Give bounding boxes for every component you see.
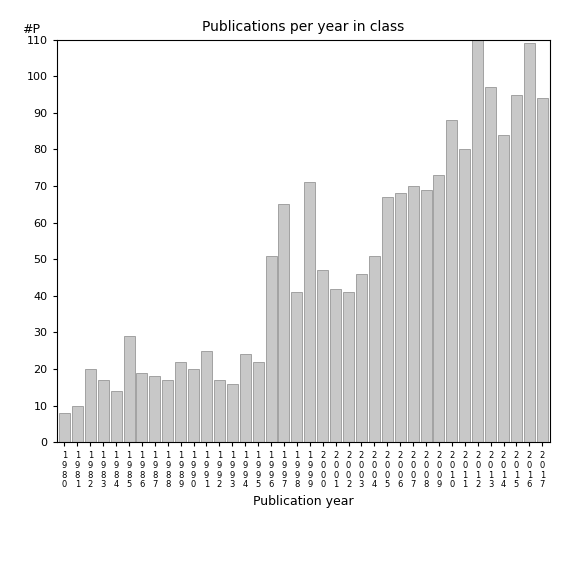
Bar: [446, 120, 458, 442]
Bar: [421, 190, 431, 442]
Bar: [330, 289, 341, 442]
Bar: [485, 87, 496, 442]
Bar: [408, 186, 418, 442]
Bar: [369, 256, 380, 442]
Bar: [124, 336, 134, 442]
Bar: [72, 405, 83, 442]
Bar: [304, 183, 315, 442]
Bar: [227, 384, 238, 442]
Bar: [149, 376, 160, 442]
Bar: [382, 197, 393, 442]
Bar: [356, 274, 367, 442]
Bar: [265, 256, 277, 442]
Bar: [214, 380, 225, 442]
Bar: [253, 362, 264, 442]
Bar: [175, 362, 186, 442]
Bar: [343, 292, 354, 442]
Text: #P: #P: [22, 23, 40, 36]
Title: Publications per year in class: Publications per year in class: [202, 20, 404, 35]
Bar: [201, 351, 212, 442]
Bar: [511, 95, 522, 442]
Bar: [498, 135, 509, 442]
Bar: [537, 98, 548, 442]
X-axis label: Publication year: Publication year: [253, 495, 354, 508]
Bar: [162, 380, 174, 442]
Bar: [395, 193, 405, 442]
Bar: [111, 391, 121, 442]
Bar: [291, 292, 302, 442]
Bar: [472, 40, 483, 442]
Bar: [85, 369, 96, 442]
Bar: [98, 380, 109, 442]
Bar: [524, 43, 535, 442]
Bar: [433, 175, 445, 442]
Bar: [459, 150, 470, 442]
Bar: [188, 369, 199, 442]
Bar: [59, 413, 70, 442]
Bar: [137, 373, 147, 442]
Bar: [317, 270, 328, 442]
Bar: [278, 204, 290, 442]
Bar: [240, 354, 251, 442]
